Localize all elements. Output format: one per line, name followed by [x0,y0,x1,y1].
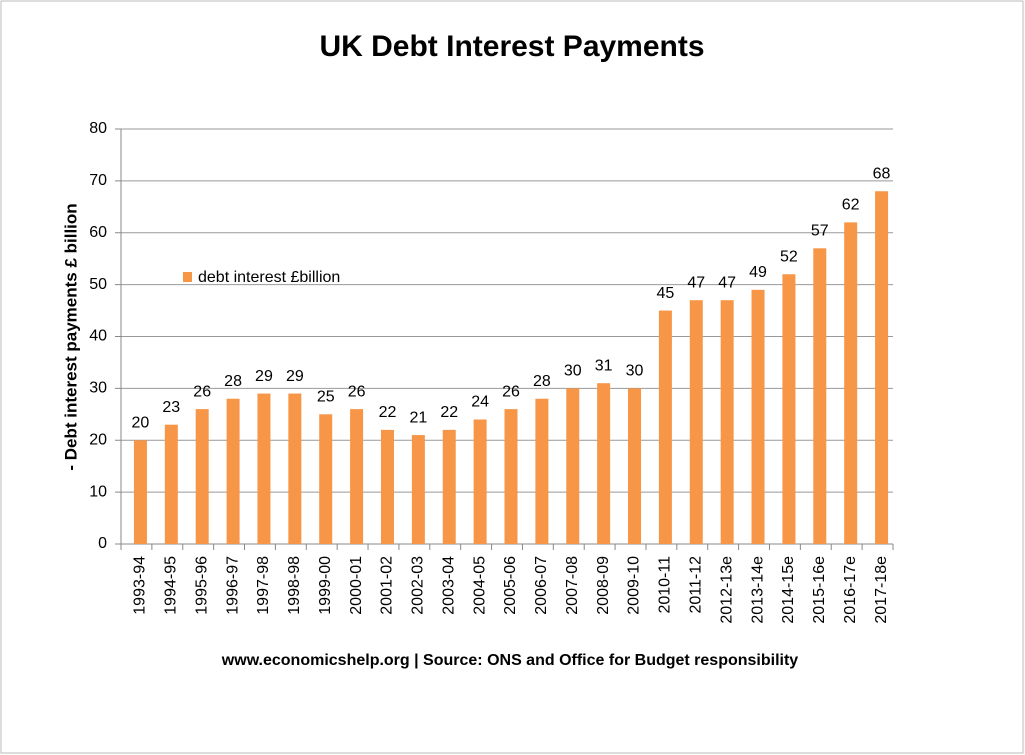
bar [288,393,302,544]
x-tick-label: 1996-97 [224,556,241,615]
x-tick-label: 1995-96 [193,556,210,615]
data-label: 23 [162,399,180,416]
data-label: 30 [626,363,644,380]
data-label: 26 [502,383,520,400]
bar [813,248,827,544]
x-tick-label: 2000-01 [348,556,365,615]
legend-swatch [183,272,192,282]
bar [844,222,858,544]
bar [164,424,178,544]
x-tick-label: 2017-18e [873,556,890,624]
y-tick-label: 40 [89,328,107,345]
data-label: 49 [749,264,767,281]
bar [133,440,147,544]
x-tick-label: 1997-98 [255,556,272,615]
bar [473,419,487,544]
data-label: 25 [317,389,335,406]
footer: www.economicshelp.org | Source: ONS and … [221,652,799,669]
bar [257,393,271,544]
x-tick-label: 2011-12 [687,556,704,614]
x-tick-label: 2002-03 [410,556,427,615]
bar [628,388,642,544]
bar [751,289,765,544]
bar [720,300,734,544]
bar [597,383,611,544]
bar [658,310,672,544]
data-label: 29 [286,368,304,385]
bar [195,409,209,544]
y-tick-label: 0 [98,535,107,552]
data-label: 52 [780,248,798,265]
legend-label: debt interest £billion [198,269,340,286]
bar [689,300,703,544]
data-label: 28 [533,373,551,390]
data-label: 20 [132,414,150,431]
x-tick-label: 2007-08 [564,556,581,615]
x-tick-label: 2013-14e [749,556,766,624]
bar [566,388,580,544]
data-label: 26 [193,383,211,400]
y-tick-label: 60 [89,224,107,241]
data-label: 26 [348,383,366,400]
bar [319,414,333,544]
y-axis-label: - Debt interest payments £ billion [61,203,80,470]
x-tick-label: 2006-07 [533,556,550,615]
data-label: 57 [811,223,829,240]
bar [875,191,889,544]
data-label: 24 [471,394,489,411]
data-label: 22 [379,404,397,421]
x-tick-label: 1998-98 [286,556,303,615]
bar [782,274,796,544]
x-tick-label: 2008-09 [595,556,612,615]
x-tick-label: 2016-17e [842,556,859,624]
y-tick-label: 30 [89,380,107,397]
y-tick-label: 50 [89,276,107,293]
bar [535,398,549,544]
x-tick-label: 2009-10 [626,556,643,615]
data-label: 28 [224,373,242,390]
data-label: 47 [687,274,705,291]
data-label: 68 [873,165,891,182]
bar [380,429,394,544]
chart-title: UK Debt Interest Payments [319,30,704,63]
y-tick-label: 70 [89,172,107,189]
x-tick-label: 2004-05 [471,556,488,615]
bar [411,435,425,544]
x-tick-label: 1993-94 [132,556,149,615]
bar [442,429,456,544]
x-tick-label: 1999-00 [317,556,334,615]
bar [350,409,364,544]
data-label: 30 [564,363,582,380]
x-tick-label: 2010-11 [657,556,674,614]
y-tick-label: 80 [89,120,107,137]
x-tick-label: 2012-13e [718,556,735,624]
x-tick-label: 2014-15e [780,556,797,624]
data-label: 45 [657,285,675,302]
bar [226,398,240,544]
bar [504,409,518,544]
data-label: 47 [718,274,736,291]
data-label: 29 [255,368,273,385]
x-tick-label: 2015-16e [811,556,828,624]
x-tick-label: 2001-02 [379,556,396,615]
y-tick-label: 10 [89,483,107,500]
data-label: 31 [595,357,613,374]
x-tick-label: 1994-95 [163,556,180,615]
data-label: 21 [409,409,427,426]
data-label: 62 [842,197,860,214]
x-tick-label: 2003-04 [440,556,457,615]
x-tick-label: 2005-06 [502,556,519,615]
y-tick-label: 20 [89,431,107,448]
data-label: 22 [440,404,458,421]
